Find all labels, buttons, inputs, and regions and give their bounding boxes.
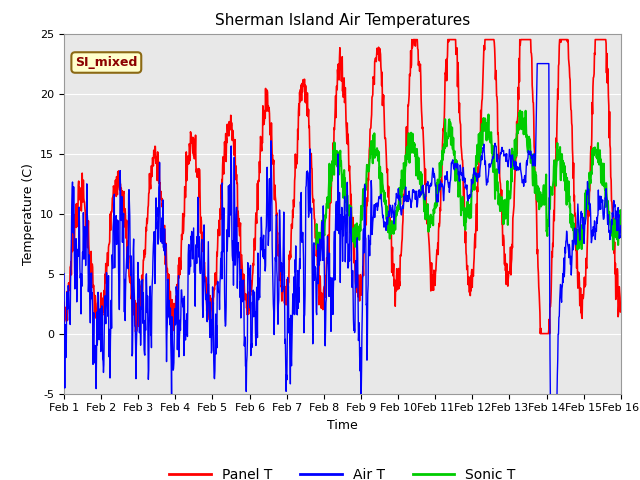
Text: SI_mixed: SI_mixed xyxy=(75,56,138,69)
Legend: Panel T, Air T, Sonic T: Panel T, Air T, Sonic T xyxy=(164,462,521,480)
Y-axis label: Temperature (C): Temperature (C) xyxy=(22,163,35,264)
Title: Sherman Island Air Temperatures: Sherman Island Air Temperatures xyxy=(215,13,470,28)
X-axis label: Time: Time xyxy=(327,419,358,432)
